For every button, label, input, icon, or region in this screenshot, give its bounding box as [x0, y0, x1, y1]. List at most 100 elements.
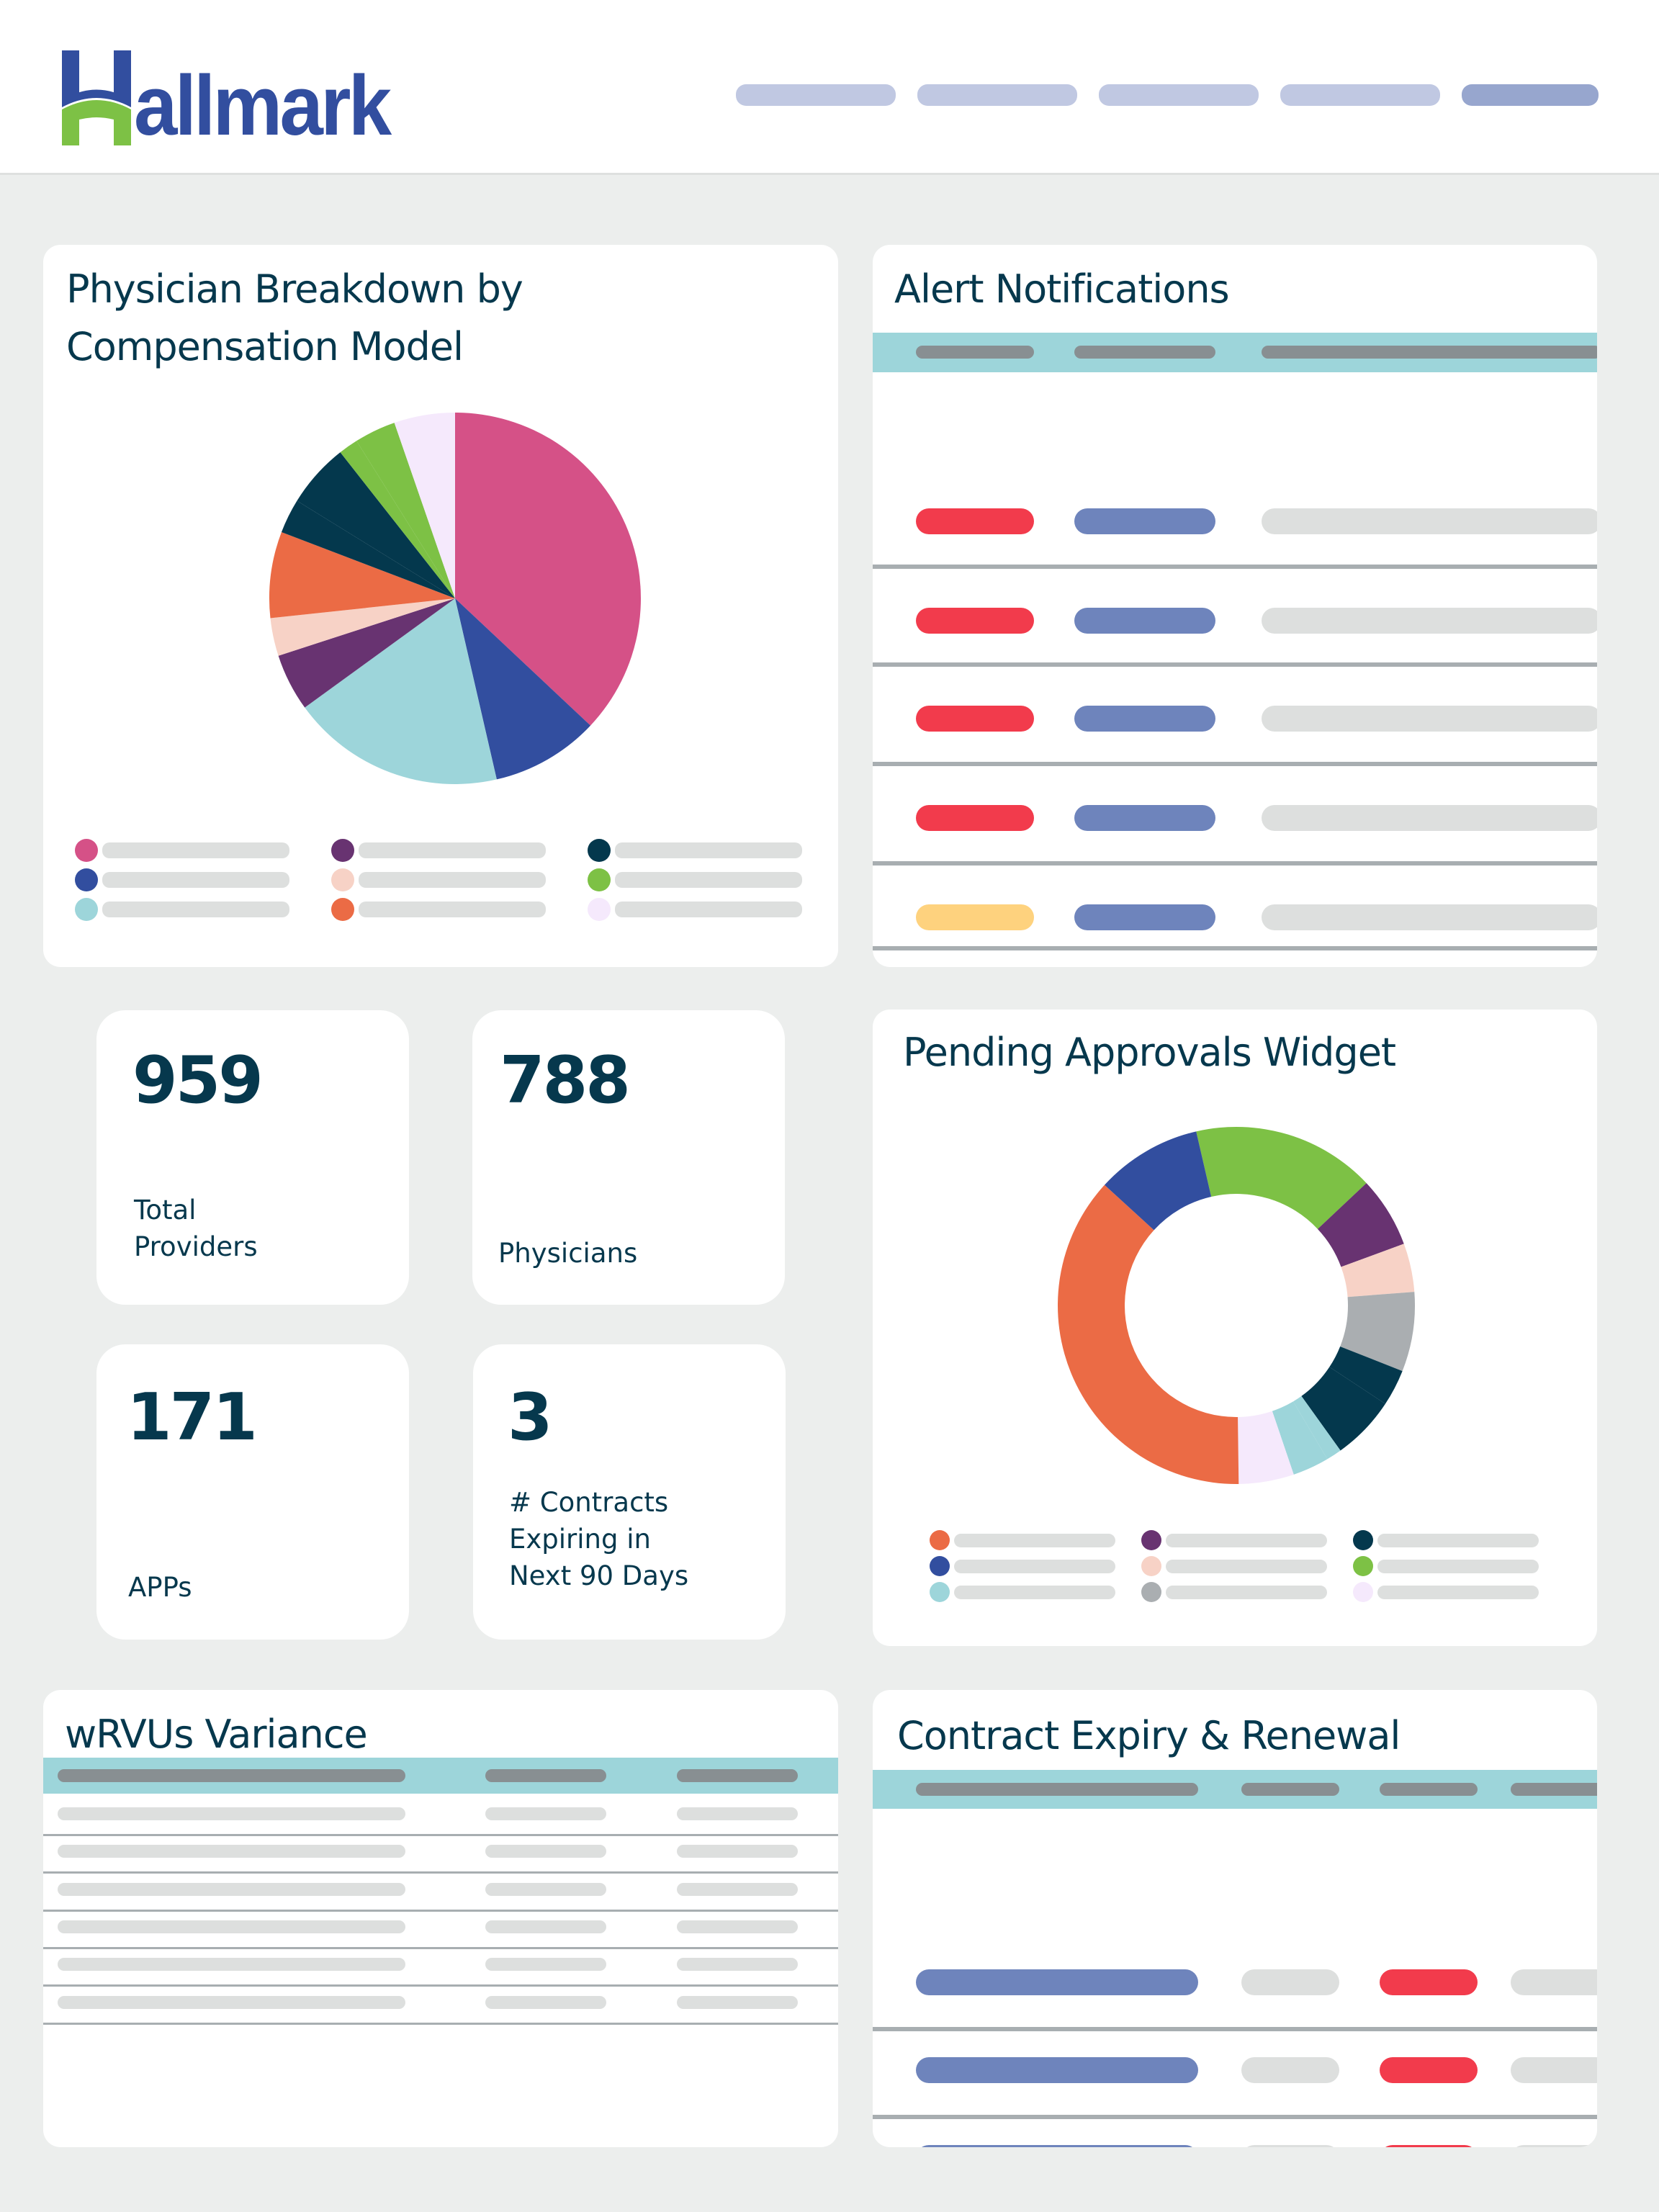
- chart-slice-navy-b[interactable]: [1301, 1367, 1385, 1451]
- stat-value: 788: [500, 1043, 631, 1118]
- alert-severity-badge: [916, 904, 1034, 930]
- legend-label[interactable]: [102, 902, 289, 917]
- physician-breakdown-card: Physician Breakdown by Compensation Mode…: [43, 245, 838, 967]
- alert-col-header-type[interactable]: [1074, 346, 1215, 359]
- legend-label[interactable]: [1166, 1533, 1327, 1547]
- wrvus-actual-cell: [485, 1807, 606, 1820]
- chart-slice-peach[interactable]: [270, 598, 455, 656]
- contract-start-cell: [1241, 2057, 1339, 2083]
- contract-col-header-status[interactable]: [1511, 1783, 1597, 1796]
- wrvus-col-header-variance[interactable]: [677, 1769, 798, 1782]
- physician-pie-chart[interactable]: [261, 404, 649, 793]
- row-divider: [873, 2115, 1597, 2119]
- alert-notifications-title: Alert Notifications: [894, 266, 1230, 312]
- legend-swatch-icon: [1353, 1556, 1373, 1576]
- row-divider: [43, 2022, 838, 2025]
- chart-slice-green-a[interactable]: [340, 441, 455, 598]
- row-divider: [873, 861, 1597, 866]
- chart-slice-lavender[interactable]: [394, 413, 455, 598]
- legend-swatch-icon: [75, 868, 98, 891]
- chart-slice-green[interactable]: [1196, 1127, 1367, 1229]
- wrvus-col-header-provider[interactable]: [58, 1769, 405, 1782]
- chart-slice-navy-a[interactable]: [1329, 1346, 1403, 1404]
- alert-message-cell: [1262, 608, 1597, 634]
- chart-slice-lavender[interactable]: [1238, 1411, 1294, 1484]
- alert-message-cell: [1262, 508, 1597, 534]
- h-logo-icon: [62, 50, 131, 145]
- chart-slice-blue[interactable]: [455, 598, 591, 780]
- chart-slice-purple[interactable]: [278, 598, 455, 708]
- physician-breakdown-title: Physician Breakdown by Compensation Mode…: [66, 261, 523, 376]
- stat-card-apps[interactable]: 171 APPs: [96, 1344, 409, 1640]
- row-divider: [43, 1834, 838, 1836]
- nav-item-1[interactable]: [736, 84, 896, 106]
- nav-item-4[interactable]: [1280, 84, 1440, 106]
- stat-value: 171: [127, 1380, 258, 1455]
- stat-value: 3: [508, 1380, 553, 1455]
- legend-label[interactable]: [1377, 1585, 1539, 1599]
- legend-label[interactable]: [954, 1585, 1115, 1599]
- chart-slice-teal-a[interactable]: [1292, 1395, 1341, 1460]
- legend-swatch-icon: [331, 839, 354, 862]
- legend-label[interactable]: [102, 842, 289, 858]
- legend-label[interactable]: [615, 842, 802, 858]
- nav-item-5-active[interactable]: [1462, 84, 1599, 106]
- wrvus-col-header-actual[interactable]: [485, 1769, 606, 1782]
- chart-slice-orange[interactable]: [1058, 1184, 1239, 1484]
- alert-table-body: [873, 245, 1597, 950]
- contract-status-cell: [1511, 2057, 1597, 2083]
- wrvus-provider-cell: [58, 1920, 405, 1933]
- legend-label[interactable]: [954, 1559, 1115, 1573]
- chart-slice-orange[interactable]: [269, 532, 455, 619]
- chart-slice-blue[interactable]: [1104, 1131, 1212, 1231]
- chart-slice-gray[interactable]: [1340, 1292, 1415, 1372]
- legend-label[interactable]: [1377, 1533, 1539, 1547]
- nav-item-3[interactable]: [1099, 84, 1259, 106]
- contract-col-header-start[interactable]: [1241, 1783, 1339, 1796]
- row-divider: [873, 662, 1597, 667]
- contract-col-header-name[interactable]: [916, 1783, 1198, 1796]
- alert-col-header-message[interactable]: [1262, 346, 1597, 359]
- pending-approvals-card: Pending Approvals Widget: [873, 1010, 1597, 1646]
- legend-label[interactable]: [1166, 1559, 1327, 1573]
- wrvus-variance-card: wRVUs Variance: [43, 1690, 838, 2147]
- chart-slice-light-teal[interactable]: [305, 598, 497, 784]
- legend-swatch-icon: [1141, 1530, 1161, 1550]
- legend-label[interactable]: [1166, 1585, 1327, 1599]
- wrvus-actual-cell: [485, 1845, 606, 1858]
- alert-message-cell: [1262, 706, 1597, 732]
- legend-label[interactable]: [615, 872, 802, 888]
- chart-slice-green-b[interactable]: [356, 423, 455, 598]
- stat-card-physicians[interactable]: 788 Physicians: [472, 1010, 785, 1305]
- chart-slice-navy-b[interactable]: [297, 452, 455, 598]
- chart-slice-purple[interactable]: [1317, 1183, 1404, 1267]
- hallmark-logo[interactable]: allmark: [62, 50, 451, 148]
- legend-label[interactable]: [1377, 1559, 1539, 1573]
- wrvus-provider-cell: [58, 1807, 405, 1820]
- wrvus-provider-cell: [58, 1882, 405, 1896]
- legend-label[interactable]: [359, 842, 546, 858]
- chart-slice-navy-a[interactable]: [281, 500, 455, 598]
- alert-col-header-severity[interactable]: [916, 346, 1034, 359]
- stat-card-contracts-expiring[interactable]: 3 # Contracts Expiring in Next 90 Days: [473, 1344, 786, 1640]
- wrvus-variance-cell: [677, 1845, 798, 1858]
- chart-slice-pink[interactable]: [455, 413, 641, 726]
- contract-expiry-cell: [1380, 2057, 1478, 2083]
- legend-label[interactable]: [615, 902, 802, 917]
- contract-col-header-expiry[interactable]: [1380, 1783, 1478, 1796]
- wrvus-actual-cell: [485, 1882, 606, 1896]
- nav-item-2[interactable]: [917, 84, 1077, 106]
- chart-slice-teal-b[interactable]: [1272, 1401, 1328, 1475]
- legend-label[interactable]: [359, 902, 546, 917]
- contract-expiry-title: Contract Expiry & Renewal: [897, 1713, 1401, 1758]
- legend-swatch-icon: [588, 839, 611, 862]
- legend-label[interactable]: [954, 1533, 1115, 1547]
- legend-label[interactable]: [102, 872, 289, 888]
- contract-expiry-cell: [1380, 2145, 1478, 2147]
- contract-name-cell: [916, 1969, 1198, 1995]
- legend-label[interactable]: [359, 872, 546, 888]
- chart-slice-peach[interactable]: [1341, 1244, 1415, 1298]
- wrvus-table-header: [43, 1758, 838, 1794]
- stat-card-total-providers[interactable]: 959 Total Providers: [96, 1010, 409, 1305]
- pending-approvals-donut-chart[interactable]: [1049, 1118, 1424, 1493]
